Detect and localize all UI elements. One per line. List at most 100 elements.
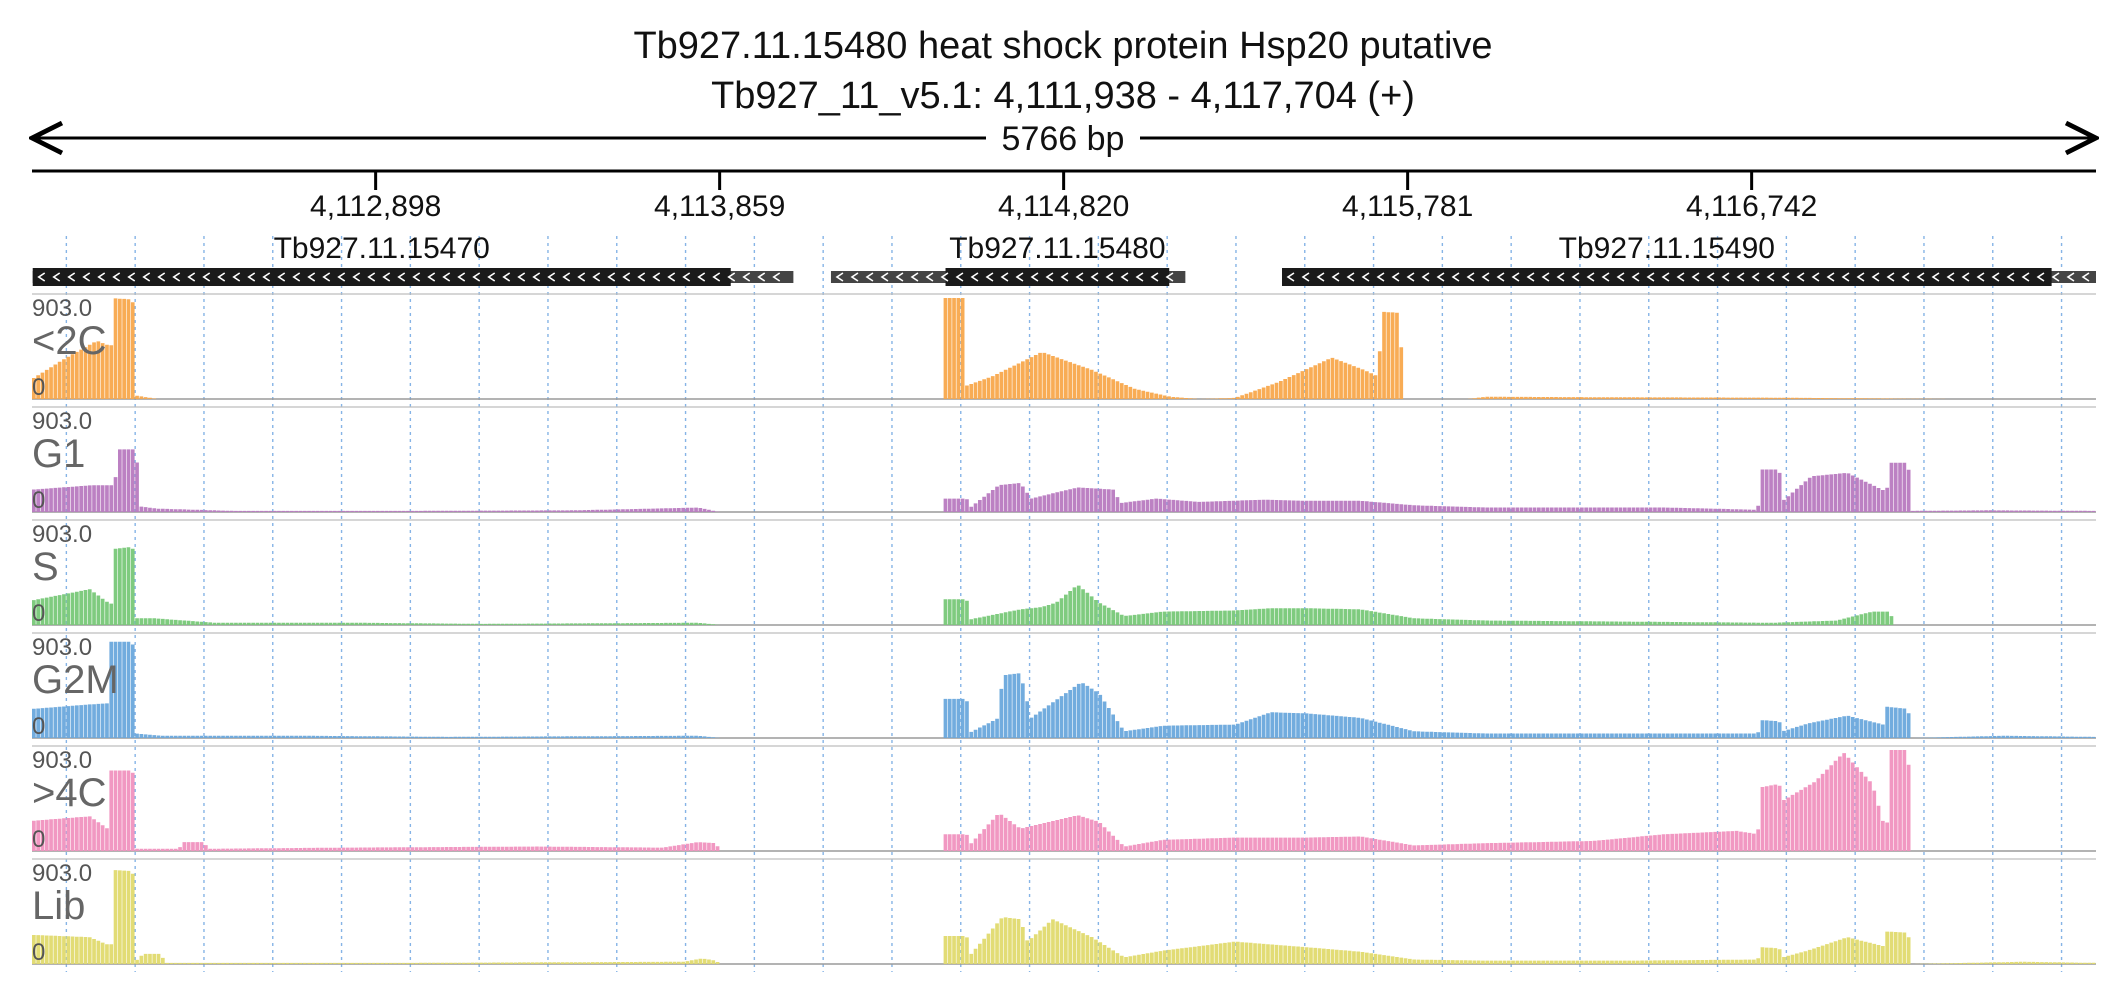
strand-chevron — [1931, 272, 1940, 282]
strand-chevron — [577, 272, 586, 282]
strand-chevron — [127, 272, 136, 282]
strand-chevron — [1075, 272, 1084, 282]
track-ymax-label: 903.0 — [32, 295, 92, 322]
strand-chevron — [277, 272, 286, 282]
strand-chevron — [667, 272, 676, 282]
track-name-label: G1 — [32, 432, 85, 476]
grid-lines — [65, 236, 2063, 972]
strand-chevron — [367, 272, 376, 282]
strand-chevron — [1105, 272, 1114, 282]
strand-chevron — [262, 272, 271, 282]
strand-chevron — [1346, 272, 1355, 282]
strand-chevron — [472, 272, 481, 282]
strand-chevron — [1150, 272, 1159, 282]
strand-chevron — [517, 272, 526, 282]
strand-chevron — [835, 272, 844, 282]
strand-chevron — [217, 272, 226, 282]
strand-chevron — [1661, 272, 1670, 282]
strand-chevron — [1556, 272, 1565, 282]
strand-chevron — [1571, 272, 1580, 282]
strand-chevron — [955, 272, 964, 282]
strand-chevron — [895, 272, 904, 282]
strand-chevron — [1090, 272, 1099, 282]
strand-chevron — [622, 272, 631, 282]
strand-chevron — [157, 272, 166, 282]
strand-chevron — [82, 272, 91, 282]
strand-chevron — [172, 272, 181, 282]
strand-chevron — [1976, 272, 1985, 282]
track-ymax-label: 903.0 — [32, 860, 92, 887]
strand-chevron — [352, 272, 361, 282]
strand-chevron — [1871, 272, 1880, 282]
strand-chevron — [1436, 272, 1445, 282]
strand-chevron — [1706, 272, 1715, 282]
strand-chevron — [1811, 272, 1820, 282]
strand-chevron — [637, 272, 646, 282]
coverage-tracks: 903.00<2C903.00G1903.00S903.00G2M903.00>… — [32, 293, 2096, 966]
strand-chevron — [1676, 272, 1685, 282]
strand-chevron — [562, 272, 571, 282]
strand-chevron — [1601, 272, 1610, 282]
coverage-track-lib: 903.0 0 Lib — [32, 858, 2096, 966]
strand-chevron — [1751, 272, 1760, 282]
strand-chevron — [1511, 272, 1520, 282]
track-name-label: S — [32, 545, 59, 589]
strand-chevron — [292, 272, 301, 282]
coverage-track-4c: 903.0 0 >4C — [32, 745, 2096, 853]
track-ymin-label: 0 — [32, 713, 45, 740]
strand-chevron — [337, 272, 346, 282]
strand-chevron — [1165, 272, 1174, 282]
ruler-tick-label: 4,116,742 — [1686, 190, 1817, 223]
ruler-tick-label: 4,112,898 — [310, 190, 441, 223]
gene-label: Tb927.11.15490 — [1559, 232, 1775, 265]
strand-chevron — [970, 272, 979, 282]
strand-chevron — [442, 272, 451, 282]
strand-chevron — [1916, 272, 1925, 282]
strand-chevron — [1586, 272, 1595, 282]
strand-chevron — [1316, 272, 1325, 282]
strand-chevron — [547, 272, 556, 282]
strand-chevron — [1496, 272, 1505, 282]
coverage-track-g1: 903.0 0 G1 — [32, 406, 2096, 514]
strand-chevron — [1766, 272, 1775, 282]
strand-chevron — [1541, 272, 1550, 282]
strand-chevron — [2081, 272, 2090, 282]
strand-chevron — [457, 272, 466, 282]
strand-chevron — [1060, 272, 1069, 282]
strand-chevron — [52, 272, 61, 282]
strand-chevron — [247, 272, 256, 282]
ruler-ticks: 4,112,898 4,113,859 4,114,820 4,115,781 4,11… — [310, 171, 1817, 223]
strand-chevron — [1015, 272, 1024, 282]
ruler-tick-label: 4,115,781 — [1342, 190, 1473, 223]
strand-chevron — [532, 272, 541, 282]
strand-chevron — [697, 272, 706, 282]
strand-chevron — [187, 272, 196, 282]
strand-chevron — [1000, 272, 1009, 282]
track-ymin-label: 0 — [32, 374, 45, 401]
coverage-bars — [32, 547, 1894, 625]
strand-chevron — [1736, 272, 1745, 282]
strand-chevron — [1826, 272, 1835, 282]
coverage-bars — [32, 750, 1911, 851]
strand-chevron — [757, 272, 766, 282]
strand-chevron — [772, 272, 781, 282]
track-ymax-label: 903.0 — [32, 634, 92, 661]
strand-chevron — [940, 272, 949, 282]
strand-chevron — [1616, 272, 1625, 282]
coverage-track-s: 903.0 0 S — [32, 519, 2096, 627]
strand-chevron — [985, 272, 994, 282]
strand-chevron — [1961, 272, 1970, 282]
strand-chevron — [1391, 272, 1400, 282]
strand-chevron — [592, 272, 601, 282]
strand-chevron — [1376, 272, 1385, 282]
strand-chevron — [232, 272, 241, 282]
strand-chevron — [1286, 272, 1295, 282]
strand-chevron — [1361, 272, 1370, 282]
strand-chevron — [1331, 272, 1340, 282]
chart-title: Tb927.11.15480 heat shock protein Hsp20 … — [633, 25, 1492, 67]
gene-cds — [945, 268, 1170, 286]
strand-chevron — [742, 272, 751, 282]
strand-chevron — [2036, 272, 2045, 282]
strand-chevron — [1481, 272, 1490, 282]
strand-chevron — [1886, 272, 1895, 282]
